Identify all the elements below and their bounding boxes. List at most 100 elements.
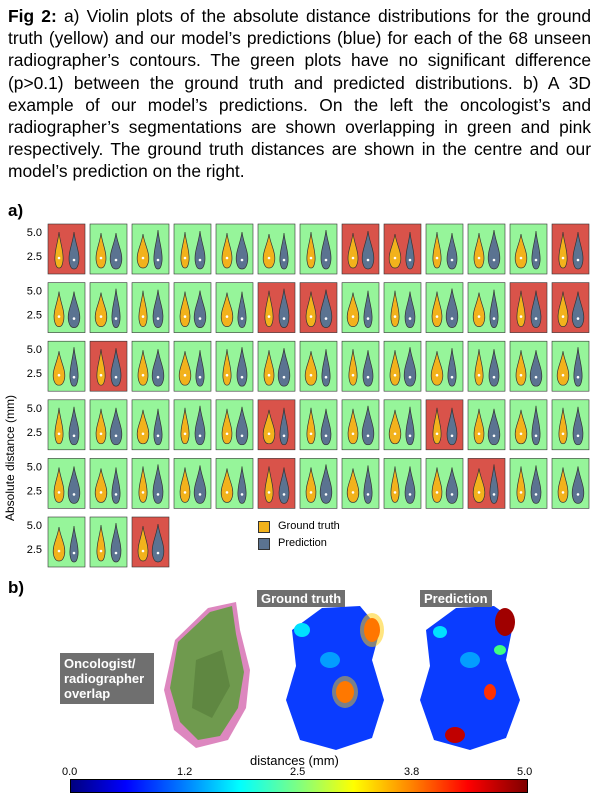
violin-panel — [89, 458, 128, 509]
violin-panel — [509, 399, 548, 451]
violin — [347, 232, 359, 269]
median-dot — [282, 375, 286, 379]
violin-panel — [383, 223, 422, 275]
violin-panel — [257, 399, 296, 451]
violin-panel — [509, 340, 548, 392]
median-dot — [99, 315, 103, 318]
median-dot — [240, 493, 244, 496]
median-dot — [309, 315, 313, 318]
violin — [489, 289, 499, 328]
violin — [306, 407, 316, 445]
violin-panel — [131, 399, 170, 451]
violin — [235, 231, 249, 270]
median-dot — [240, 258, 244, 262]
violin-panel — [215, 282, 254, 333]
legend-item-ground-truth: Ground truth — [258, 518, 340, 535]
median-dot — [561, 491, 565, 494]
median-dot — [309, 491, 313, 494]
median-dot — [57, 491, 61, 494]
violin — [346, 292, 360, 327]
violin — [69, 347, 79, 387]
violin-panel — [131, 340, 170, 392]
median-dot — [282, 317, 286, 320]
median-dot — [141, 373, 145, 377]
ground-truth-swatch — [258, 520, 270, 533]
median-dot — [393, 373, 397, 377]
violin-panel — [173, 399, 212, 451]
median-dot — [393, 256, 397, 260]
violin — [277, 348, 291, 387]
violin — [278, 288, 290, 328]
violin-panel — [257, 458, 296, 509]
violin-panel — [341, 340, 380, 392]
median-dot — [561, 256, 565, 260]
violin — [68, 231, 80, 270]
median-dot — [534, 493, 538, 496]
median-dot — [351, 432, 355, 436]
median-dot — [408, 434, 412, 438]
violin — [432, 407, 442, 445]
violin — [556, 351, 570, 386]
panel-a-label: a) — [8, 201, 24, 220]
violin — [179, 467, 191, 503]
violin — [54, 407, 64, 445]
median-dot — [534, 317, 538, 320]
median-dot — [324, 434, 328, 438]
violin-panel — [47, 340, 86, 392]
violin — [136, 409, 150, 445]
violin-panel — [551, 458, 590, 509]
median-dot — [267, 256, 271, 260]
median-dot — [141, 315, 145, 318]
violin-panel — [47, 223, 86, 275]
violin — [278, 467, 290, 504]
violin — [94, 292, 108, 327]
median-dot — [492, 375, 496, 379]
violin — [262, 233, 276, 269]
median-dot — [408, 258, 412, 262]
violin — [138, 290, 148, 327]
violin-panel — [341, 399, 380, 451]
violin — [361, 405, 375, 446]
median-dot — [198, 434, 202, 438]
median-dot — [576, 375, 580, 379]
violin — [53, 291, 65, 327]
ground-truth-render — [286, 606, 384, 750]
violin — [319, 289, 333, 328]
median-dot — [240, 434, 244, 438]
violin — [152, 464, 164, 504]
median-dot — [156, 551, 160, 555]
violin-panel — [89, 516, 128, 568]
violin — [531, 405, 541, 446]
median-dot — [450, 493, 454, 496]
violin-panel — [467, 458, 506, 509]
median-dot — [477, 256, 481, 260]
violin — [404, 291, 416, 328]
median-dot — [408, 493, 412, 496]
median-dot — [282, 434, 286, 438]
violin — [221, 408, 233, 445]
median-dot — [366, 317, 370, 320]
median-dot — [183, 432, 187, 436]
violin-panel — [299, 340, 338, 392]
y-tick-label: 5.0 — [27, 344, 42, 356]
median-dot — [198, 375, 202, 379]
violin-panel — [383, 458, 422, 509]
median-dot — [492, 434, 496, 438]
violin-panel — [467, 282, 506, 333]
median-dot — [183, 256, 187, 260]
median-dot — [366, 258, 370, 262]
median-dot — [183, 373, 187, 377]
median-dot — [534, 375, 538, 379]
violin — [530, 465, 542, 504]
violin — [514, 409, 528, 445]
violin — [306, 231, 316, 269]
median-dot — [519, 432, 523, 436]
violin — [388, 409, 402, 445]
violin — [474, 349, 484, 386]
median-dot — [99, 549, 103, 553]
violin — [151, 349, 165, 387]
violin-panel — [215, 458, 254, 509]
median-dot — [435, 256, 439, 260]
median-dot — [408, 375, 412, 379]
violin-panel — [299, 282, 338, 333]
